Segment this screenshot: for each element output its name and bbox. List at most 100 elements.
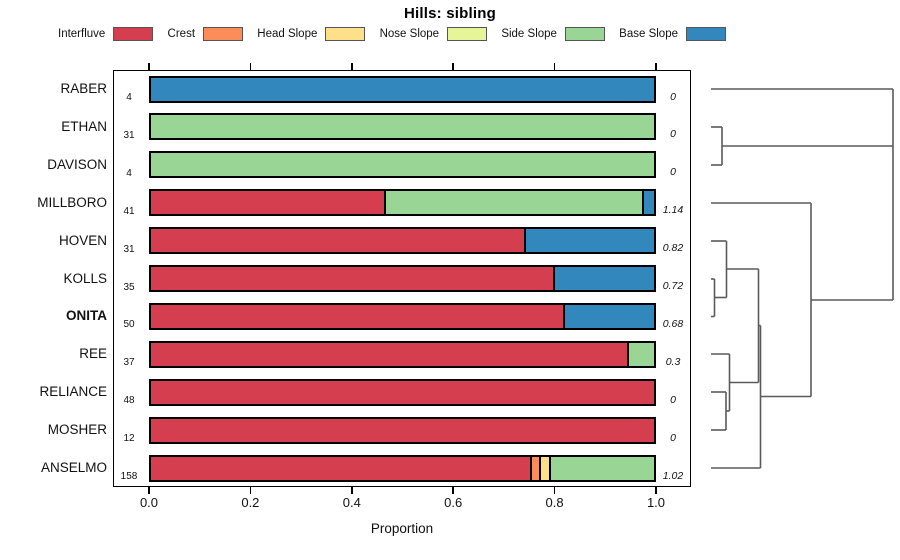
legend-swatch [113, 27, 154, 41]
bar-segment-interfluve [151, 418, 654, 442]
x-axis-tick-label: 0.8 [545, 495, 564, 510]
h-value: 0 [670, 90, 676, 103]
legend-label: Side Slope [501, 28, 557, 40]
stacked-bar-millboro [149, 189, 656, 217]
n-value: 41 [123, 205, 135, 217]
stacked-bar-raber [149, 75, 656, 103]
row-label-hoven: HOVEN [58, 232, 107, 248]
row-label-millboro: MILLBORO [37, 194, 107, 210]
x-axis-tick-bottom [452, 487, 454, 494]
legend-swatch [325, 27, 366, 41]
bar-segment-side-slope [626, 342, 654, 366]
bar-segment-side-slope [151, 153, 654, 177]
stacked-bar-reliance [149, 378, 656, 406]
x-axis-tick-label: 1.0 [646, 495, 666, 510]
h-value: 0 [670, 431, 676, 444]
bar-segment-side-slope [151, 115, 654, 139]
x-axis-title: Proportion [370, 521, 434, 536]
x-axis-tick-label: 0.0 [139, 495, 159, 510]
legend-item: Crest [167, 27, 244, 41]
legend-item: Base Slope [619, 27, 726, 41]
row-label-kolls: KOLLS [63, 270, 107, 286]
x-axis-tick-bottom [148, 487, 150, 494]
x-axis-tick-label: 0.2 [241, 495, 260, 510]
legend-label: Nose Slope [379, 28, 440, 40]
h-value: 1.02 [662, 469, 684, 482]
bar-segment-interfluve [151, 342, 627, 366]
row-label-onita: ONITA [66, 308, 107, 324]
legend-item: Head Slope [257, 27, 366, 41]
x-axis-tick-bottom [249, 487, 252, 494]
row-label-ree: REE [79, 346, 107, 362]
x-axis-tick-label: 0.4 [342, 495, 361, 510]
bar-segment-interfluve [151, 304, 564, 328]
n-value: 158 [120, 471, 138, 482]
bar-segment-base-slope [553, 267, 654, 290]
stacked-bar-kolls [149, 265, 656, 292]
h-value: 1.14 [662, 204, 684, 217]
legend-label: Interfluve [58, 28, 106, 40]
x-axis-tick-top [249, 63, 252, 70]
h-value: 0 [670, 128, 676, 141]
stacked-bar-ree [149, 340, 656, 368]
bar-segment-side-slope [548, 456, 654, 480]
bar-segment-interfluve [151, 267, 554, 290]
x-axis-tick-top [655, 63, 657, 70]
bar-segment-base-slope [641, 191, 654, 215]
n-value: 50 [123, 319, 135, 331]
row-label-anselmo: ANSELMO [40, 460, 107, 475]
legend-item: Nose Slope [379, 27, 488, 41]
h-value: 0 [670, 166, 676, 179]
x-axis-tick-top [452, 63, 454, 70]
stacked-bar-davison [149, 151, 656, 179]
n-value: 37 [123, 357, 135, 369]
n-value: 4 [126, 167, 132, 179]
legend-label: Base Slope [619, 28, 678, 40]
row-label-mosher: MOSHER [47, 422, 107, 438]
row-label-raber: RABER [60, 81, 107, 96]
x-axis-tick-top [553, 63, 556, 70]
bar-segment-side-slope [383, 191, 642, 215]
n-value: 12 [123, 433, 135, 445]
bar-segment-base-slope [524, 229, 654, 253]
h-value: 0.3 [665, 355, 681, 368]
n-value: 35 [123, 281, 135, 293]
legend-swatch [447, 27, 488, 41]
stacked-bar-onita [149, 302, 656, 330]
h-value: 0.68 [662, 317, 684, 330]
bar-segment-interfluve [151, 191, 384, 215]
chart-title: Hills: sibling [404, 5, 496, 22]
bar-segment-crest [529, 456, 540, 480]
n-value: 31 [123, 129, 135, 141]
stacked-bar-mosher [149, 416, 656, 444]
legend-swatch [564, 27, 605, 41]
h-value: 0.82 [662, 242, 684, 255]
bar-segment-interfluve [151, 456, 530, 480]
bar-segment-head-slope [539, 456, 549, 480]
x-axis-tick-top [351, 63, 353, 70]
legend-swatch [686, 27, 726, 41]
bar-segment-base-slope [563, 304, 654, 328]
row-label-ethan: ETHAN [61, 118, 107, 134]
x-axis-tick-label: 0.6 [444, 495, 463, 510]
x-axis-tick-bottom [553, 487, 556, 494]
bar-segment-interfluve [151, 229, 525, 253]
legend-label: Crest [167, 28, 196, 40]
h-value: 0.72 [662, 280, 684, 292]
bar-segment-base-slope [151, 77, 654, 101]
row-label-reliance: RELIANCE [39, 384, 107, 400]
legend-item: Interfluve [58, 27, 154, 41]
legend-swatch [203, 27, 244, 41]
legend-label: Head Slope [257, 28, 318, 40]
h-value: 0 [670, 393, 676, 406]
row-label-davison: DAVISON [47, 156, 107, 172]
stacked-bar-hoven [149, 227, 656, 255]
x-axis-tick-bottom [351, 487, 353, 494]
n-value: 31 [123, 243, 135, 255]
stacked-bar-anselmo [149, 454, 656, 482]
legend-item: Side Slope [501, 27, 605, 41]
n-value: 4 [126, 92, 132, 103]
stacked-bar-ethan [149, 113, 656, 141]
legend: Interfluve Crest Head Slope Nose Slope Side … [58, 25, 726, 43]
